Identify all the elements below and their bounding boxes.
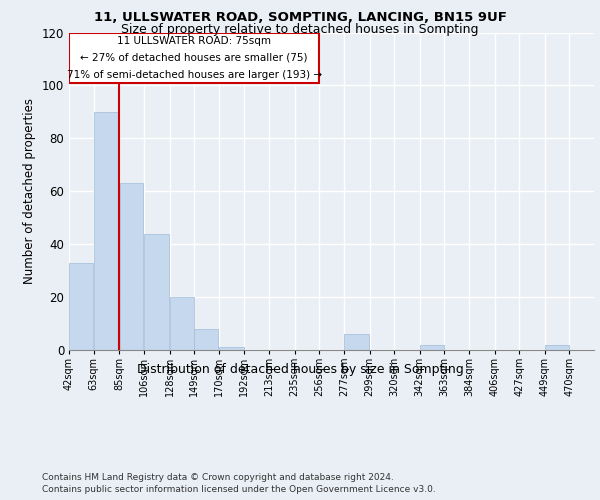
Text: Size of property relative to detached houses in Sompting: Size of property relative to detached ho… [121, 22, 479, 36]
Bar [194, 329, 218, 350]
Y-axis label: Number of detached properties: Number of detached properties [23, 98, 36, 284]
Bar [344, 334, 369, 350]
Text: 11 ULLSWATER ROAD: 75sqm: 11 ULLSWATER ROAD: 75sqm [117, 36, 271, 46]
Bar [219, 348, 244, 350]
Text: Distribution of detached houses by size in Sompting: Distribution of detached houses by size … [137, 362, 463, 376]
Bar [170, 297, 194, 350]
Bar [144, 234, 169, 350]
Text: Contains HM Land Registry data © Crown copyright and database right 2024.: Contains HM Land Registry data © Crown c… [42, 472, 394, 482]
Bar [420, 344, 444, 350]
Text: 71% of semi-detached houses are larger (193) →: 71% of semi-detached houses are larger (… [67, 70, 322, 80]
Text: ← 27% of detached houses are smaller (75): ← 27% of detached houses are smaller (75… [80, 52, 308, 62]
FancyBboxPatch shape [69, 32, 319, 83]
Bar [545, 344, 569, 350]
Bar [70, 262, 93, 350]
Text: Contains public sector information licensed under the Open Government Licence v3: Contains public sector information licen… [42, 485, 436, 494]
Bar [119, 184, 143, 350]
Text: 11, ULLSWATER ROAD, SOMPTING, LANCING, BN15 9UF: 11, ULLSWATER ROAD, SOMPTING, LANCING, B… [94, 11, 506, 24]
Bar [94, 112, 119, 350]
